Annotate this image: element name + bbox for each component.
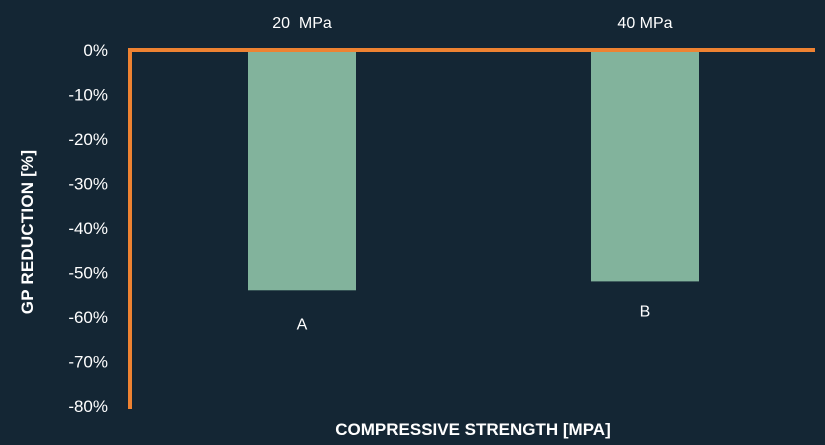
- y-tick-label: -20%: [68, 130, 108, 149]
- y-tick-label: 0%: [83, 41, 108, 60]
- y-tick-label: -70%: [68, 353, 108, 372]
- data-label: B: [640, 303, 651, 320]
- x-tick-label: 20 MPa: [272, 15, 332, 32]
- bar-2: [591, 50, 699, 282]
- x-axis-title: COMPRESSIVE STRENGTH [MPA]: [335, 420, 611, 439]
- y-tick-label: -80%: [68, 397, 108, 416]
- y-tick-label: -50%: [68, 264, 108, 283]
- x-tick-label: 40 MPa: [617, 15, 672, 32]
- y-tick-label: -60%: [68, 308, 108, 327]
- y-tick-label: -30%: [68, 175, 108, 194]
- y-tick-label: -10%: [68, 86, 108, 105]
- bar-1: [248, 50, 356, 291]
- y-axis-title: GP REDUCTION [%]: [18, 149, 37, 315]
- data-label: A: [297, 316, 308, 333]
- y-tick-label: -40%: [68, 219, 108, 238]
